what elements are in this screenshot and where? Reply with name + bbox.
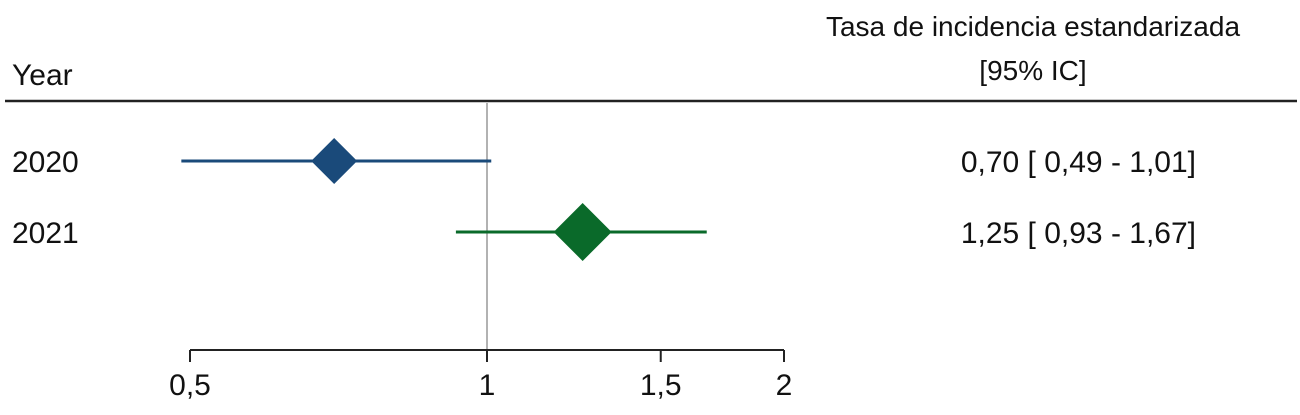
value-header-line2: [95% IC] xyxy=(979,55,1086,86)
x-tick-label: 1 xyxy=(479,369,496,402)
estimate-text: 0,70 [ 0,49 - 1,01] xyxy=(961,146,1196,179)
x-tick-label: 0,5 xyxy=(169,369,211,402)
estimate-diamond xyxy=(311,138,358,184)
value-header-line1: Tasa de incidencia estandarizada xyxy=(826,11,1240,42)
x-tick-label: 2 xyxy=(776,369,793,402)
estimate-diamond xyxy=(553,203,612,261)
x-tick-label: 1,5 xyxy=(640,369,682,402)
estimate-text: 1,25 [ 0,93 - 1,67] xyxy=(961,217,1196,250)
row-label: 2020 xyxy=(12,146,79,179)
row-label: 2021 xyxy=(12,217,79,250)
row-header: Year xyxy=(12,59,73,92)
